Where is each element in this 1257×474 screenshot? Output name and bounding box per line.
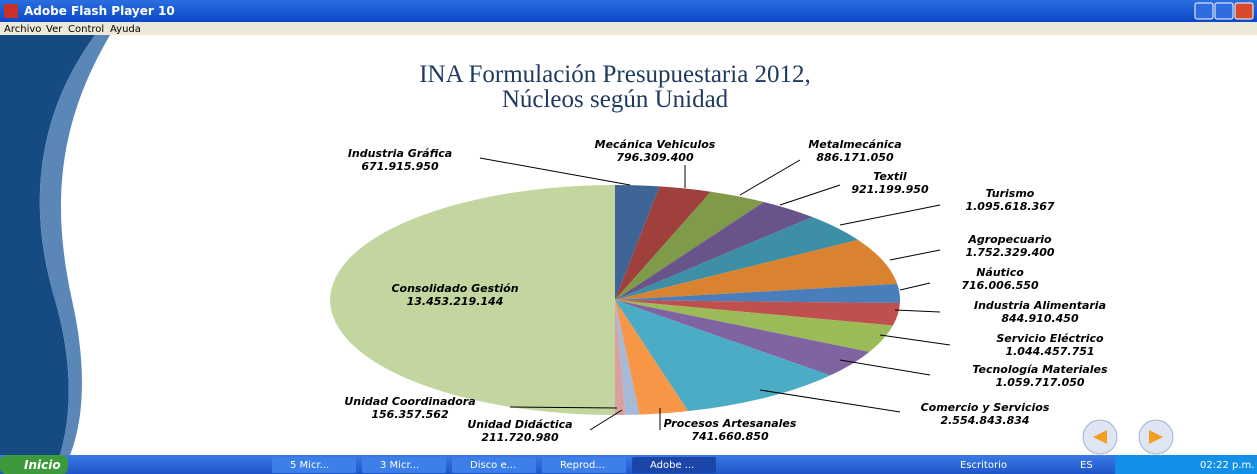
slice-label: Servicio Eléctrico [996, 332, 1104, 345]
slice-label: Agropecuario [967, 233, 1052, 246]
chart-title: Núcleos según Unidad [502, 86, 729, 113]
slice-label: Tecnología Materiales [972, 363, 1108, 376]
slice-value: 921.199.950 [851, 183, 929, 196]
slice-label: Consolidado Gestión [391, 282, 518, 295]
menu-bar [0, 22, 1257, 35]
slice-label: Mecánica Vehiculos [595, 138, 716, 151]
forward-arrow [1149, 430, 1163, 444]
app-icon [4, 4, 18, 18]
slice-label: Industria Alimentaria [974, 299, 1106, 312]
minimize-button[interactable] [1194, 2, 1214, 20]
leader-line [839, 359, 931, 376]
leader-line [879, 334, 951, 346]
slice-value: 1.044.457.751 [1005, 345, 1094, 358]
slice-value: 796.309.400 [616, 151, 694, 164]
clock: 02:22 p.m. [1200, 460, 1254, 471]
slice-value: 13.453.219.144 [407, 295, 504, 308]
pie-slice [615, 217, 858, 300]
pie-slice [615, 239, 898, 300]
side-decoration [0, 35, 95, 455]
task-label: 5 Micr... [290, 460, 329, 471]
pie-slice [615, 300, 689, 415]
slice-label: Náutico [976, 266, 1024, 279]
slice-value: 844.910.450 [1001, 312, 1079, 325]
slice-value: 671.915.950 [361, 160, 439, 173]
leader-line [889, 249, 941, 261]
menu-item[interactable]: Control [68, 24, 104, 35]
slice-label: Metalmecánica [808, 138, 901, 151]
slice-value: 741.660.850 [691, 430, 769, 443]
slice-label: Unidad Didáctica [467, 418, 572, 431]
back-arrow [1093, 430, 1107, 444]
title-bar [0, 0, 1257, 22]
slice-value: 2.554.843.834 [940, 414, 1029, 427]
pie-slice [330, 185, 615, 415]
slice-value: 1.095.618.367 [965, 200, 1054, 213]
leader-line [894, 309, 941, 313]
task-button[interactable] [362, 457, 446, 473]
slice-value: 1.059.717.050 [995, 376, 1084, 389]
taskbar [0, 455, 1257, 474]
task-button[interactable] [452, 457, 536, 473]
pie-slice [615, 185, 660, 300]
slice-label: Unidad Coordinadora [344, 395, 475, 408]
leader-line [509, 406, 618, 409]
menu-item[interactable]: Ver [46, 24, 63, 35]
pie-slice [615, 283, 900, 304]
pie-slice [615, 201, 813, 300]
slice-value: 886.171.050 [816, 151, 894, 164]
leader-line [739, 159, 801, 196]
pie-slice [615, 186, 711, 300]
task-label: Adobe ... [650, 460, 694, 471]
task-label: Reprod... [560, 460, 605, 471]
task-label: Disco e... [470, 460, 516, 471]
task-button[interactable] [542, 457, 626, 473]
slice-label: Textil [873, 170, 907, 183]
pie-slice [615, 300, 626, 415]
slice-value: 211.720.980 [481, 431, 559, 444]
language: ES [1080, 460, 1093, 471]
slice-label: Procesos Artesanales [664, 417, 797, 430]
leader-line [759, 389, 901, 413]
pie-slice [615, 300, 893, 352]
task-label: 3 Micr... [380, 460, 419, 471]
leader-line [839, 204, 941, 226]
leader-line [479, 157, 631, 186]
pie-slice [615, 300, 640, 415]
leader-line [779, 184, 841, 206]
menu-item[interactable]: Ayuda [110, 24, 141, 35]
leader-line [589, 409, 623, 431]
pie-slice [615, 191, 764, 300]
pie-slice [615, 300, 831, 412]
chart-title: INA Formulación Presupuestaria 2012, [419, 61, 811, 88]
window-title: Adobe Flash Player 10 [24, 4, 175, 18]
slice-label: Comercio y Servicios [921, 401, 1050, 414]
slice-value: 716.006.550 [961, 279, 1039, 292]
slice-label: Industria Gráfica [348, 147, 452, 160]
slice-value: 156.357.562 [371, 408, 449, 421]
task-button[interactable] [632, 457, 716, 473]
pie-slice [615, 300, 870, 376]
start-button[interactable] [0, 455, 68, 474]
side-stripe [39, 35, 110, 455]
menu-item[interactable]: Archivo [4, 24, 41, 35]
task-button[interactable] [272, 457, 356, 473]
pie-slice [615, 300, 900, 326]
slice-label: Turismo [986, 187, 1035, 200]
leader-line [899, 282, 931, 291]
start-label: Inicio [24, 458, 61, 472]
maximize-button[interactable] [1214, 2, 1234, 20]
toolbar-label: Escritorio [960, 460, 1007, 471]
tray [1115, 455, 1257, 474]
close-button[interactable] [1234, 2, 1254, 20]
slice-value: 1.752.329.400 [965, 246, 1054, 259]
